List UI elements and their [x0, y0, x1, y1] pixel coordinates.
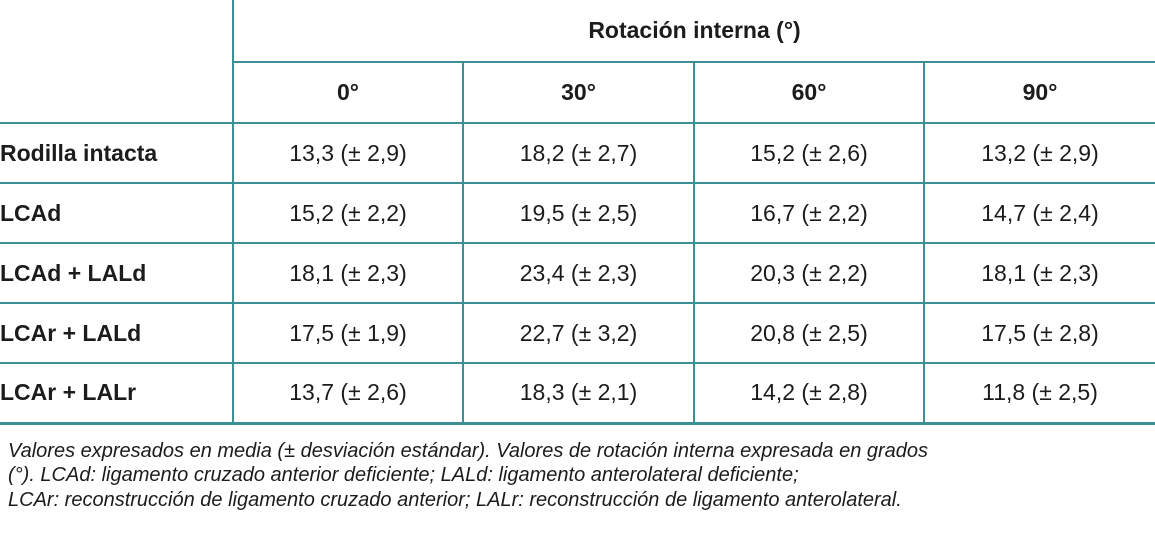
- value-cell: 19,5 (± 2,5): [462, 183, 694, 244]
- column-header-90deg: 90°: [923, 62, 1155, 124]
- value-cell: 17,5 (± 1,9): [232, 303, 463, 364]
- value-cell: 20,3 (± 2,2): [693, 243, 924, 304]
- footnote-line: (°). LCAd: ligamento cruzado anterior de…: [8, 464, 799, 486]
- table-row-lcad-lald: LCAd + LALd 18,1 (± 2,3) 23,4 (± 2,3) 20…: [0, 243, 1155, 304]
- group-header-rotacion-interna: Rotación interna (°): [233, 0, 1155, 63]
- value-cell: 22,7 (± 3,2): [462, 303, 694, 364]
- rotation-data-table: Rotación interna (°) 0° 30° 60° 90° Rodi…: [0, 0, 1155, 425]
- value-cell: 18,2 (± 2,7): [462, 123, 694, 184]
- value-cell: 23,4 (± 2,3): [462, 243, 694, 304]
- column-header-row: 0° 30° 60° 90°: [0, 62, 1155, 124]
- value-cell: 14,2 (± 2,8): [693, 363, 924, 425]
- table-row-lcar-lalr: LCAr + LALr 13,7 (± 2,6) 18,3 (± 2,1) 14…: [0, 363, 1155, 425]
- value-cell: 15,2 (± 2,2): [232, 183, 463, 244]
- value-cell: 14,7 (± 2,4): [923, 183, 1155, 244]
- column-header-0deg: 0°: [233, 62, 463, 124]
- value-cell: 18,3 (± 2,1): [462, 363, 694, 425]
- value-cell: 16,7 (± 2,2): [693, 183, 924, 244]
- row-label: LCAr + LALr: [0, 363, 233, 425]
- row-label: LCAd: [0, 183, 233, 244]
- value-cell: 13,7 (± 2,6): [232, 363, 463, 425]
- value-cell: 18,1 (± 2,3): [923, 243, 1155, 304]
- row-label: Rodilla intacta: [0, 123, 233, 184]
- row-label: LCAd + LALd: [0, 243, 233, 304]
- value-cell: 11,8 (± 2,5): [923, 363, 1155, 425]
- table-row-lcad: LCAd 15,2 (± 2,2) 19,5 (± 2,5) 16,7 (± 2…: [0, 183, 1155, 244]
- value-cell: 13,2 (± 2,9): [923, 123, 1155, 184]
- corner-cell: [0, 0, 234, 124]
- group-header-row: Rotación interna (°): [0, 0, 1155, 124]
- column-header-30deg: 30°: [462, 62, 694, 124]
- column-header-60deg: 60°: [693, 62, 924, 124]
- value-cell: 17,5 (± 2,8): [923, 303, 1155, 364]
- value-cell: 18,1 (± 2,3): [232, 243, 463, 304]
- value-cell: 20,8 (± 2,5): [693, 303, 924, 364]
- table-row-rodilla-intacta: Rodilla intacta 13,3 (± 2,9) 18,2 (± 2,7…: [0, 123, 1155, 184]
- value-cell: 13,3 (± 2,9): [232, 123, 463, 184]
- table-footnote: Valores expresados en media (± desviació…: [0, 425, 1155, 513]
- value-cell: 15,2 (± 2,6): [693, 123, 924, 184]
- footnote-line: Valores expresados en media (± desviació…: [8, 439, 929, 462]
- table-row-lcar-lald: LCAr + LALd 17,5 (± 1,9) 22,7 (± 3,2) 20…: [0, 303, 1155, 364]
- footnote-line: LCAr: reconstrucción de ligamento cruzad…: [8, 488, 902, 511]
- row-label: LCAr + LALd: [0, 303, 233, 364]
